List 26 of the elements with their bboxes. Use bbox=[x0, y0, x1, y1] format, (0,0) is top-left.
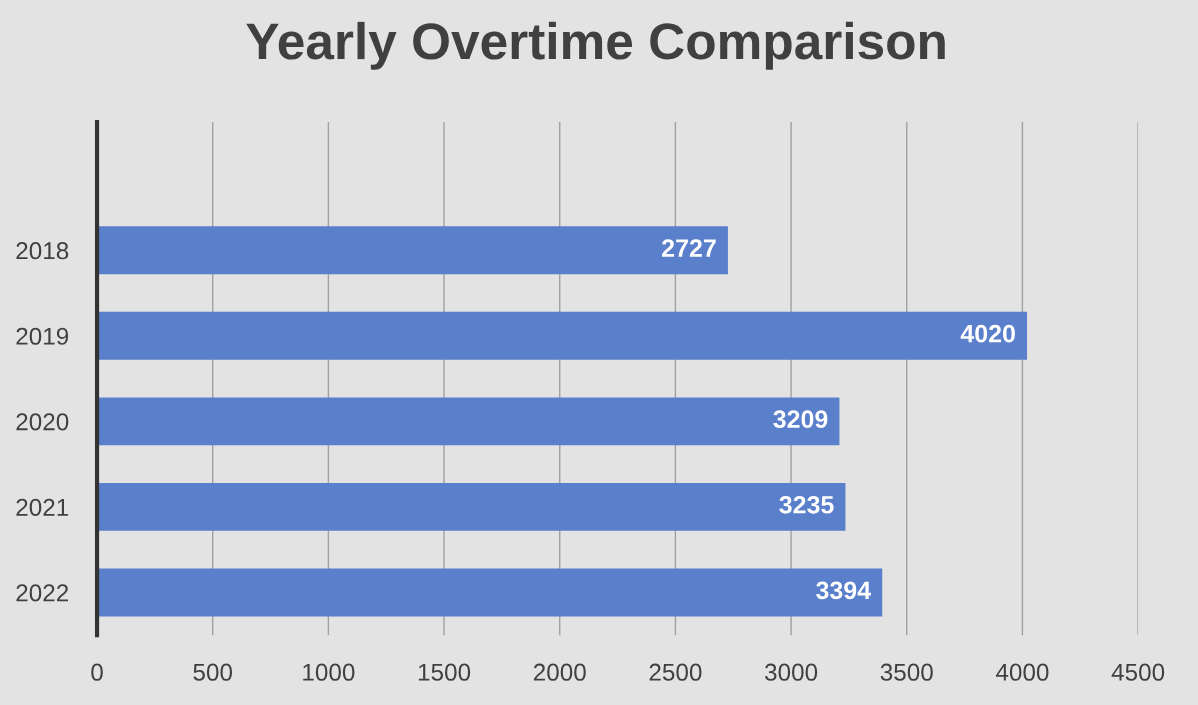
x-tick-label: 500 bbox=[193, 663, 233, 681]
bar bbox=[97, 397, 840, 446]
x-tick-label: 0 bbox=[91, 663, 103, 681]
bar bbox=[97, 226, 728, 275]
bar bbox=[97, 482, 846, 531]
x-tick-label: 3000 bbox=[764, 663, 818, 681]
data-label: 3209 bbox=[773, 410, 828, 429]
x-tick-label: 4000 bbox=[995, 663, 1049, 681]
x-tick-label: 4500 bbox=[1111, 663, 1165, 681]
x-tick-label: 1500 bbox=[418, 663, 471, 681]
data-label: 2727 bbox=[662, 239, 716, 257]
y-tick-label: 2019 bbox=[16, 327, 69, 345]
bar bbox=[97, 311, 1028, 360]
data-label: 3394 bbox=[816, 581, 871, 600]
y-tick-label: 2022 bbox=[16, 584, 69, 602]
bar bbox=[97, 568, 883, 617]
x-tick-label: 1000 bbox=[303, 663, 355, 681]
data-label: 3235 bbox=[779, 495, 834, 514]
x-tick-label: 2000 bbox=[533, 663, 586, 681]
x-tick-label: 3500 bbox=[880, 663, 933, 681]
chart-title: Yearly Overtime Comparison bbox=[246, 21, 945, 70]
y-tick-label: 2018 bbox=[16, 242, 69, 260]
x-tick-label: 2500 bbox=[649, 663, 702, 681]
y-tick-label: 2021 bbox=[16, 498, 69, 516]
data-label: 4020 bbox=[960, 324, 1015, 343]
y-tick-label: 2020 bbox=[16, 413, 69, 431]
